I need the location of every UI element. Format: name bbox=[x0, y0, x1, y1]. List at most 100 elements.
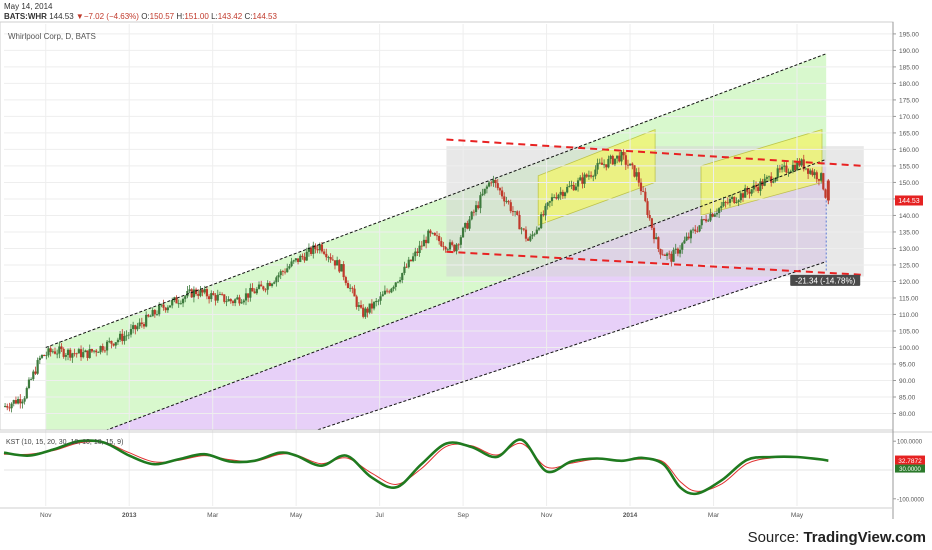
candle-body bbox=[346, 283, 350, 289]
candle-body bbox=[793, 164, 797, 171]
candle-body bbox=[735, 202, 738, 203]
candle-body bbox=[431, 232, 434, 234]
candle-body bbox=[331, 259, 334, 261]
candle-body bbox=[40, 354, 44, 358]
candle-body bbox=[75, 353, 78, 355]
candle-body bbox=[722, 201, 725, 206]
candle-body bbox=[97, 352, 100, 354]
candle-body bbox=[145, 314, 148, 327]
time-tick-label: Jul bbox=[375, 512, 384, 519]
candle-body bbox=[403, 266, 406, 274]
candle-body bbox=[303, 256, 306, 261]
candle-body bbox=[733, 196, 736, 203]
candle-body bbox=[490, 182, 493, 184]
candle-body bbox=[483, 188, 486, 194]
candle-body bbox=[774, 177, 777, 182]
candle-body bbox=[605, 164, 608, 168]
candle-body bbox=[14, 400, 18, 404]
time-tick-label: May bbox=[290, 512, 303, 519]
candle-body bbox=[418, 245, 421, 254]
candle-body bbox=[691, 229, 695, 231]
candle-body bbox=[422, 239, 426, 247]
candle-body bbox=[414, 251, 417, 257]
candle-body bbox=[392, 286, 395, 289]
last-price-tag bbox=[895, 195, 923, 206]
price-tick-label: 90.00 bbox=[899, 378, 916, 385]
candle-body bbox=[596, 163, 599, 170]
candle-body bbox=[205, 289, 209, 297]
candle-body bbox=[186, 290, 189, 297]
candle-body bbox=[785, 165, 788, 173]
candle-body bbox=[451, 242, 454, 245]
candle-body bbox=[520, 228, 523, 230]
candle-body bbox=[342, 264, 345, 278]
candle-body bbox=[240, 302, 243, 304]
candle-body bbox=[377, 300, 380, 302]
candle-body bbox=[79, 349, 83, 358]
candle-body bbox=[531, 234, 534, 237]
candle-body bbox=[709, 213, 712, 221]
price-tick-label: 110.00 bbox=[899, 312, 919, 319]
candle-body bbox=[657, 237, 660, 249]
price-tick-label: 170.00 bbox=[899, 114, 919, 121]
candle-body bbox=[385, 290, 389, 292]
candle-body bbox=[576, 180, 580, 187]
candle-body bbox=[225, 301, 228, 303]
price-tick-label: 160.00 bbox=[899, 147, 919, 154]
candle-body bbox=[598, 162, 601, 164]
candle-body bbox=[21, 401, 24, 404]
candle-body bbox=[522, 228, 525, 230]
candle-body bbox=[45, 355, 48, 357]
candle-body bbox=[748, 191, 751, 194]
candle-body bbox=[453, 244, 456, 252]
measure-label: -21.34 (-14.78%) bbox=[790, 274, 861, 286]
candle-body bbox=[110, 340, 113, 344]
candle-body bbox=[216, 294, 219, 301]
candle-body bbox=[511, 211, 515, 213]
candle-body bbox=[744, 188, 747, 198]
candle-body bbox=[279, 271, 282, 276]
candle-body bbox=[505, 201, 508, 202]
candle-body bbox=[49, 348, 52, 353]
candle-body bbox=[71, 353, 74, 358]
price-tick-label: 95.00 bbox=[899, 361, 916, 368]
candle-body bbox=[234, 299, 237, 304]
last-price-label: 144.53 bbox=[898, 198, 920, 205]
candle-body bbox=[561, 191, 564, 197]
candle-body bbox=[474, 205, 478, 212]
last-candle-body bbox=[826, 180, 830, 201]
candle-body bbox=[362, 307, 365, 317]
candle-body bbox=[112, 343, 115, 346]
candle-body bbox=[466, 222, 469, 229]
candle-body bbox=[197, 294, 200, 296]
channel-middle-line bbox=[105, 158, 827, 430]
candle-body bbox=[34, 371, 37, 374]
candle-body bbox=[114, 342, 117, 346]
candle-body bbox=[509, 202, 512, 212]
price-tick-label: 155.00 bbox=[899, 163, 919, 170]
source-credit: Source: TradingView.com bbox=[748, 529, 926, 546]
candle-body bbox=[190, 289, 193, 298]
candle-body bbox=[129, 328, 133, 335]
candle-body bbox=[4, 405, 7, 407]
candle-body bbox=[305, 251, 308, 261]
candle-body bbox=[616, 155, 619, 159]
candle-body bbox=[288, 266, 291, 269]
candle-body bbox=[136, 326, 139, 330]
candle-body bbox=[433, 232, 436, 236]
candle-body bbox=[201, 289, 204, 293]
price-tick-label: 140.00 bbox=[899, 213, 919, 220]
time-tick-label: May bbox=[791, 512, 804, 519]
candle-body bbox=[25, 388, 28, 399]
candle-body bbox=[637, 172, 640, 183]
candle-body bbox=[162, 304, 165, 308]
candle-body bbox=[119, 333, 122, 340]
candle-body bbox=[327, 257, 330, 258]
candle-body bbox=[555, 197, 558, 199]
candle-body bbox=[624, 155, 627, 165]
candle-body bbox=[559, 191, 562, 195]
candle-body bbox=[188, 289, 191, 291]
price-tick-label: 195.00 bbox=[899, 31, 919, 38]
candle-body bbox=[286, 268, 289, 273]
